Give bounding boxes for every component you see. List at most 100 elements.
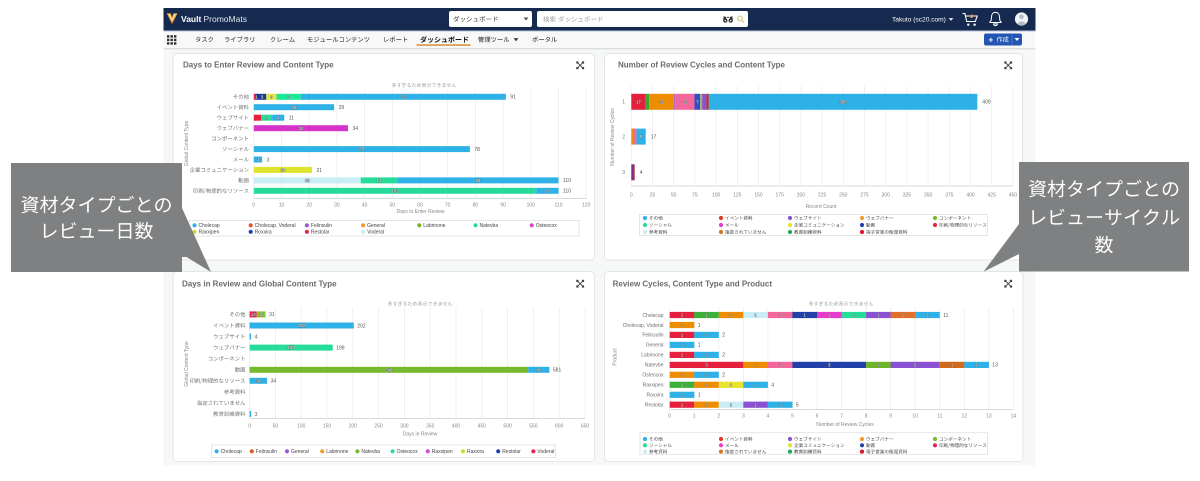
svg-text:60: 60 bbox=[417, 202, 423, 208]
svg-text:Labrinone: Labrinone bbox=[641, 353, 663, 359]
svg-text:4: 4 bbox=[767, 414, 770, 420]
svg-text:275: 275 bbox=[860, 193, 869, 199]
svg-text:34: 34 bbox=[256, 378, 261, 383]
svg-text:75: 75 bbox=[401, 94, 406, 99]
svg-text:Number of Review Cycles: Number of Review Cycles bbox=[610, 108, 616, 166]
svg-text:0: 0 bbox=[668, 414, 671, 420]
svg-text:Cholecap, Voderal: Cholecap, Voderal bbox=[623, 323, 664, 329]
svg-text:110: 110 bbox=[563, 178, 571, 184]
svg-text:1: 1 bbox=[853, 313, 856, 318]
svg-text:3: 3 bbox=[255, 412, 258, 418]
svg-text:Raxxira: Raxxira bbox=[647, 393, 664, 399]
svg-text:1: 1 bbox=[705, 382, 708, 387]
svg-text:70: 70 bbox=[445, 202, 451, 208]
svg-text:650: 650 bbox=[581, 423, 590, 429]
svg-text:Raxxipen: Raxxipen bbox=[643, 383, 664, 389]
svg-text:1: 1 bbox=[828, 313, 831, 318]
svg-text:93: 93 bbox=[305, 178, 310, 183]
svg-text:Days to Enter Review: Days to Enter Review bbox=[396, 209, 444, 215]
svg-text:1: 1 bbox=[730, 402, 733, 407]
svg-text:250: 250 bbox=[374, 423, 383, 429]
svg-text:1: 1 bbox=[902, 313, 905, 318]
svg-text:Global Content Type: Global Content Type bbox=[184, 121, 190, 167]
svg-text:1: 1 bbox=[877, 313, 880, 318]
svg-text:Number of Review Cycles and Co: Number of Review Cycles and Content Type bbox=[618, 60, 786, 69]
svg-text:350: 350 bbox=[426, 423, 435, 429]
svg-text:350: 350 bbox=[924, 193, 933, 199]
svg-text:50: 50 bbox=[273, 423, 279, 429]
svg-text:30: 30 bbox=[334, 202, 340, 208]
svg-text:9: 9 bbox=[288, 94, 291, 99]
svg-text:Global Content Type: Global Content Type bbox=[184, 341, 190, 387]
svg-text:59: 59 bbox=[476, 178, 481, 183]
svg-text:175: 175 bbox=[776, 193, 785, 199]
svg-text:1: 1 bbox=[730, 313, 733, 318]
svg-text:200: 200 bbox=[349, 423, 358, 429]
svg-text:1: 1 bbox=[681, 323, 684, 328]
svg-text:110: 110 bbox=[563, 189, 571, 195]
svg-text:3: 3 bbox=[828, 363, 831, 368]
svg-text:General: General bbox=[291, 449, 309, 455]
svg-text:202: 202 bbox=[357, 323, 366, 329]
svg-text:8: 8 bbox=[865, 414, 868, 420]
svg-text:150: 150 bbox=[754, 193, 763, 199]
svg-text:Days in Review and Global Cont: Days in Review and Global Content Type bbox=[182, 280, 337, 289]
svg-text:11: 11 bbox=[943, 313, 948, 319]
svg-text:Labrinone: Labrinone bbox=[326, 449, 348, 455]
svg-text:1: 1 bbox=[693, 414, 696, 420]
svg-text:100: 100 bbox=[297, 423, 306, 429]
svg-text:1: 1 bbox=[754, 402, 757, 407]
svg-text:1: 1 bbox=[754, 313, 757, 318]
svg-text:50: 50 bbox=[390, 202, 396, 208]
svg-text:1: 1 bbox=[705, 402, 708, 407]
svg-text:225: 225 bbox=[818, 193, 827, 199]
svg-text:11: 11 bbox=[937, 414, 942, 420]
svg-text:325: 325 bbox=[903, 193, 912, 199]
svg-text:1: 1 bbox=[754, 382, 757, 387]
svg-text:9: 9 bbox=[889, 414, 892, 420]
svg-text:1: 1 bbox=[951, 363, 954, 368]
svg-text:Osteocox: Osteocox bbox=[642, 373, 664, 379]
svg-text:Cholecap: Cholecap bbox=[221, 449, 242, 455]
svg-text:425: 425 bbox=[988, 193, 997, 199]
svg-text:75: 75 bbox=[692, 193, 698, 199]
svg-text:102: 102 bbox=[392, 188, 400, 193]
svg-text:Product: Product bbox=[613, 348, 619, 366]
svg-text:1: 1 bbox=[926, 313, 929, 318]
svg-text:Raxxipen: Raxxipen bbox=[432, 449, 453, 455]
svg-text:1: 1 bbox=[705, 333, 708, 338]
svg-text:1: 1 bbox=[705, 372, 708, 377]
svg-text:4: 4 bbox=[266, 115, 269, 120]
svg-text:29: 29 bbox=[339, 105, 345, 111]
svg-text:3: 3 bbox=[257, 157, 260, 162]
svg-text:200: 200 bbox=[797, 193, 806, 199]
svg-text:Restolar: Restolar bbox=[311, 230, 330, 236]
svg-text:450: 450 bbox=[1009, 193, 1018, 199]
svg-text:12: 12 bbox=[962, 414, 968, 420]
svg-text:16: 16 bbox=[259, 312, 264, 317]
svg-text:40: 40 bbox=[362, 202, 368, 208]
svg-text:100: 100 bbox=[712, 193, 721, 199]
svg-text:5: 5 bbox=[791, 414, 794, 420]
svg-text:78: 78 bbox=[474, 147, 480, 153]
svg-text:Restolar: Restolar bbox=[645, 403, 664, 409]
svg-text:4: 4 bbox=[771, 383, 774, 389]
svg-text:125: 125 bbox=[733, 193, 742, 199]
svg-text:13: 13 bbox=[377, 178, 382, 183]
svg-text:2: 2 bbox=[722, 373, 725, 379]
svg-text:581: 581 bbox=[553, 368, 562, 374]
svg-text:78: 78 bbox=[359, 147, 364, 152]
svg-text:2: 2 bbox=[622, 134, 625, 140]
svg-text:1: 1 bbox=[681, 392, 684, 397]
svg-text:25: 25 bbox=[650, 193, 656, 199]
svg-text:29: 29 bbox=[659, 99, 664, 104]
svg-text:Raxxira: Raxxira bbox=[467, 449, 484, 455]
svg-text:7: 7 bbox=[840, 414, 843, 420]
svg-text:1: 1 bbox=[681, 313, 684, 318]
svg-text:13: 13 bbox=[251, 312, 256, 317]
svg-text:Felinsulin: Felinsulin bbox=[311, 223, 332, 229]
svg-text:Natevba: Natevba bbox=[480, 223, 499, 229]
svg-text:17: 17 bbox=[636, 99, 641, 104]
svg-text:5: 5 bbox=[796, 403, 799, 409]
svg-text:1: 1 bbox=[975, 363, 978, 368]
